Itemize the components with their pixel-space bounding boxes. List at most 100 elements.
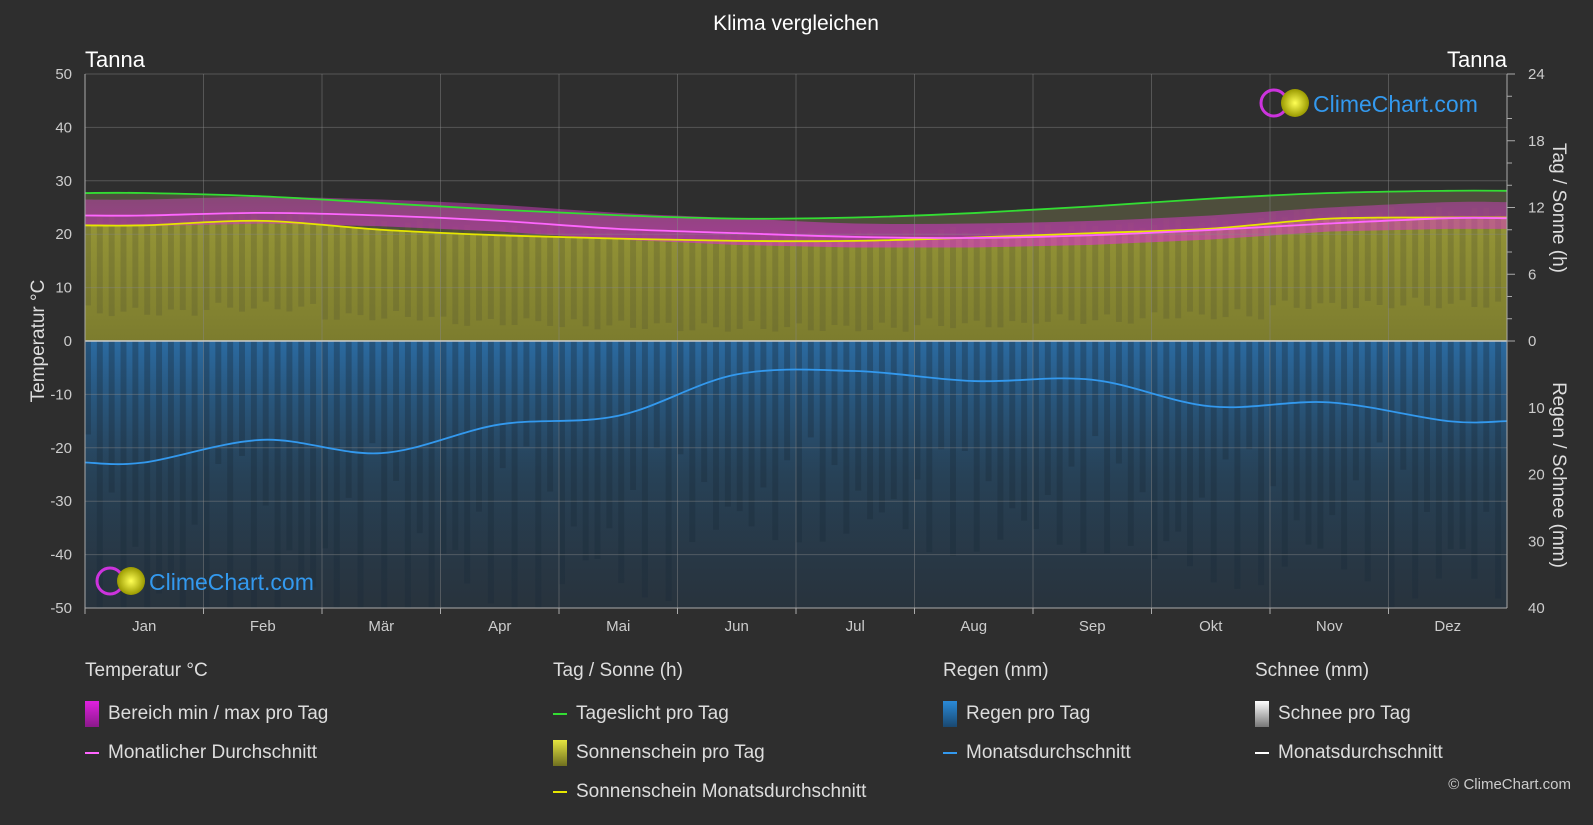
rain-day-bar (333, 341, 340, 608)
sunshine-day-bar (1329, 214, 1336, 303)
rain-day-bar (298, 341, 305, 579)
sunshine-day-bar (203, 211, 210, 310)
rain-day-bar (784, 341, 791, 461)
rain-day-bar (938, 341, 945, 450)
logo-sun-icon (117, 567, 145, 595)
rain-day-bar (559, 341, 565, 585)
legend-item: Tageslicht pro Tag (553, 694, 866, 733)
rain-day-bar (547, 341, 554, 492)
sunshine-day-bar (594, 227, 601, 330)
rain-day-bar (1424, 341, 1430, 512)
x-tick-label: Feb (250, 618, 276, 635)
rain-day-bar (630, 341, 637, 490)
rain-day-bar (748, 341, 755, 527)
x-tick-label: Nov (1316, 618, 1343, 635)
y-left-tick-label: -30 (50, 493, 72, 510)
sunshine-day-bar (641, 228, 648, 329)
y-left-tick-label: 20 (55, 226, 72, 243)
rain-day-bar (985, 341, 992, 482)
legend-item: Monatsdurchschnitt (1255, 733, 1443, 772)
temp-range-band (85, 196, 1507, 248)
rain-day-bar (250, 341, 257, 608)
rain-day-bar (345, 341, 352, 498)
sunshine-day-bar (665, 234, 672, 323)
rain-day-bar (464, 341, 471, 584)
sunshine-day-bar (559, 230, 565, 328)
sunshine-day-bar (1009, 234, 1016, 322)
rain-day-bar (713, 341, 719, 530)
rain-day-bar (1009, 341, 1016, 509)
rain-day-bar (1447, 341, 1454, 550)
rain-day-bar (961, 341, 968, 451)
rain-day-bar (997, 341, 1004, 540)
sunshine-day-bar (653, 234, 660, 324)
rain-day-bar (902, 341, 909, 530)
y-right-top-tick-label: 0 (1528, 333, 1536, 350)
rain-day-bar (1483, 341, 1490, 512)
legend-title: Temperatur °C (85, 660, 208, 681)
rain-day-bar (144, 341, 151, 608)
sunshine-day-bar (1151, 225, 1158, 313)
x-tick-label: Jan (132, 618, 156, 635)
sunshine-day-bar (1222, 220, 1229, 318)
y-left-label: Temperatur °C (28, 280, 49, 403)
sunshine-day-bar (1127, 222, 1134, 324)
rain-day-bar (1080, 341, 1087, 553)
legend-label: Monatlicher Durchschnitt (108, 741, 318, 763)
rain-day-bar (1435, 341, 1442, 579)
rain-day-bar (1151, 341, 1158, 560)
swatch-temp-avg (85, 751, 99, 754)
legend-item: Bereich min / max pro Tag (85, 694, 328, 733)
logo-sun-icon (1281, 89, 1309, 117)
y-left-tick-label: 50 (55, 66, 72, 83)
sunshine-day-bar (796, 238, 802, 324)
sunshine-day-bar (499, 225, 506, 326)
rain-day-bar (404, 341, 411, 608)
rain-area (85, 341, 1507, 608)
rain-day-bar (1033, 341, 1039, 530)
sunshine-day-bar (1412, 217, 1419, 298)
legend-item: Sonnenschein pro Tag (553, 733, 866, 772)
rain-day-bar (1021, 341, 1028, 521)
sunshine-day-bar (1483, 207, 1490, 308)
rain-day-bar (381, 341, 388, 608)
sunshine-day-bar (606, 232, 613, 326)
rain-day-bar (724, 341, 731, 507)
sunshine-day-bar (547, 224, 554, 326)
sunshine-day-bar (701, 238, 708, 324)
rain-day-bar (440, 341, 447, 554)
legend-temperature: Temperatur °C Bereich min / max pro Tag … (85, 660, 328, 772)
y-right-top-label: Tag / Sonne (h) (1548, 143, 1569, 273)
rain-day-bar (973, 341, 980, 552)
sunshine-day-bar (1175, 219, 1182, 319)
rain-day-bar (772, 341, 779, 541)
rain-day-bar (1317, 341, 1324, 549)
sunshine-day-bar (1210, 218, 1217, 320)
rain-day-bar (535, 341, 542, 608)
daylight-line (84, 189, 1508, 220)
sunshine-day-bar (1424, 209, 1430, 306)
sunshine-day-bar (393, 228, 400, 312)
rain-day-bar (950, 341, 956, 556)
legend-label: Schnee pro Tag (1278, 702, 1411, 724)
y-left-tick-label: -50 (50, 600, 72, 617)
rain-day-bar (807, 341, 814, 438)
sunshine-day-bar (298, 215, 305, 307)
sunshine-day-bar (108, 214, 115, 317)
sunshine-day-bar (333, 219, 340, 320)
legend-label: Bereich min / max pro Tag (108, 702, 329, 724)
swatch-daylight (553, 712, 567, 715)
rain-day-bar (1352, 341, 1359, 481)
legend-rain: Regen (mm) Regen pro Tag Monatsdurchschn… (943, 660, 1131, 772)
rain-day-bar (1068, 341, 1075, 467)
sunshine-avg-line (84, 216, 1508, 243)
sunshine-day-bar (760, 232, 767, 329)
rain-day-bar (476, 341, 482, 512)
rain-day-bar (203, 341, 210, 608)
sunshine-day-bar (239, 210, 245, 312)
legend-item: Monatlicher Durchschnitt (85, 733, 328, 772)
rain-day-bar (914, 341, 921, 480)
rain-day-bar (108, 341, 115, 493)
rain-day-bar (452, 341, 459, 551)
y-right-bottom-label: Regen / Schnee (mm) (1548, 382, 1569, 568)
